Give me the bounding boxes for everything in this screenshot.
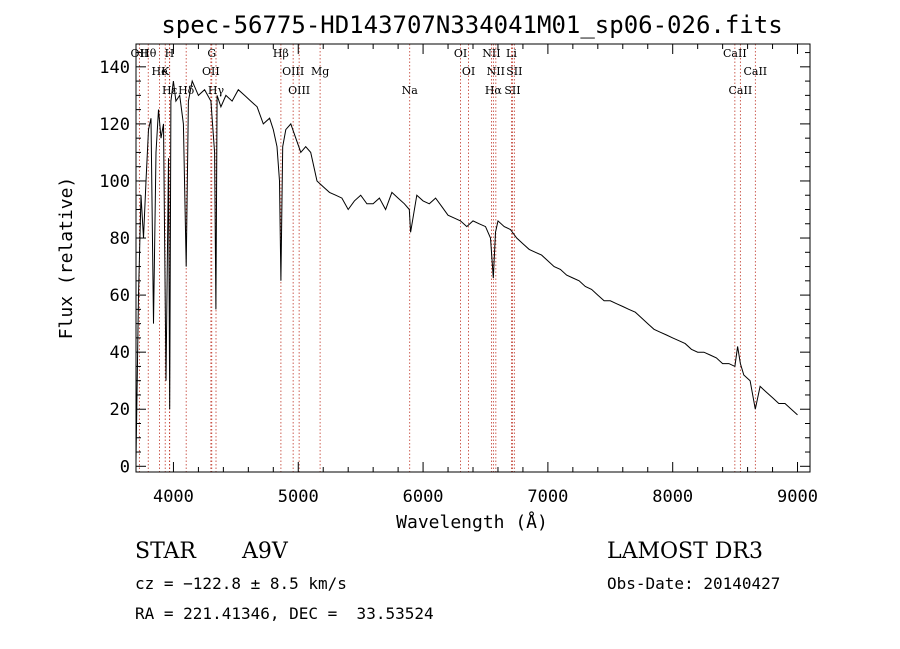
chart-title: spec-56775-HD143707N334041M01_sp06-026.f… — [161, 11, 782, 39]
x-tick-label-5000: 5000 — [278, 487, 319, 507]
line-marker-label-16: OI — [462, 65, 475, 78]
y-tick-label-140: 140 — [99, 58, 130, 78]
y-axis-label: Flux (relative) — [56, 177, 77, 340]
line-marker-label-11: OIII — [288, 84, 310, 97]
x-tick-label-8000: 8000 — [652, 487, 693, 507]
object-subclass: A9V — [242, 539, 288, 564]
line-marker-label-7: OII — [202, 65, 220, 78]
line-marker-label-1: K — [161, 65, 170, 78]
spectrum-line — [135, 79, 798, 461]
line-marker-label-22: SII — [506, 65, 522, 78]
line-markers — [138, 44, 756, 472]
plot-frame — [135, 43, 811, 473]
line-marker-label-25: CaII — [743, 65, 767, 78]
axis-tick-labels: 4000 5000 6000 7000 8000 9000 0 20 40 60 80 100 120 1… — [99, 58, 818, 507]
axis-ticks — [136, 44, 810, 472]
y-tick-label-40: 40 — [110, 343, 130, 363]
line-marker-label-19: NII — [487, 65, 505, 78]
line-marker-label-24: CaII — [723, 47, 747, 60]
line-marker-label-9: G — [207, 47, 216, 60]
line-marker-label-20: SII — [504, 84, 520, 97]
x-tick-label-7000: 7000 — [527, 487, 568, 507]
object-class: STAR — [135, 539, 196, 564]
line-marker-label-6: H — [165, 47, 175, 60]
x-axis-label: Wavelength (Å) — [396, 511, 548, 533]
line-marker-label-21: Li — [506, 47, 517, 60]
y-tick-label-20: 20 — [110, 400, 130, 420]
line-marker-label-3: OII — [131, 47, 149, 60]
line-marker-label-8: Hγ — [208, 84, 225, 97]
line-marker-label-14: Na — [402, 84, 419, 97]
x-tick-label-9000: 9000 — [777, 487, 818, 507]
redshift-cz: cz = −122.8 ± 8.5 km/s — [135, 574, 347, 593]
line-marker-label-12: Hβ — [273, 47, 289, 60]
line-marker-label-13: Mg — [311, 65, 329, 78]
line-marker-label-10: OIII — [282, 65, 304, 78]
line-marker-label-18: NII — [482, 47, 500, 60]
y-tick-label-100: 100 — [99, 172, 130, 192]
line-marker-label-17: Hα — [485, 84, 503, 97]
line-marker-labels: HθKHδOIIHeHεHOIIHγGOIIIOIIIHβMgNaOIOIHαN… — [131, 47, 768, 97]
line-marker-label-2: Hδ — [178, 84, 195, 97]
line-marker-label-15: OI — [454, 47, 467, 60]
y-tick-label-0: 0 — [120, 457, 130, 477]
survey-name: LAMOST DR3 — [607, 539, 763, 564]
observation-date: Obs-Date: 20140427 — [607, 574, 781, 593]
x-tick-label-6000: 6000 — [403, 487, 444, 507]
line-marker-label-23: CaII — [729, 84, 753, 97]
y-tick-label-80: 80 — [110, 229, 130, 249]
x-tick-label-4000: 4000 — [153, 487, 194, 507]
line-marker-label-4: He — [152, 65, 168, 78]
coordinates: RA = 221.41346, DEC = 33.53524 — [135, 604, 434, 623]
line-marker-label-0: Hθ — [140, 47, 157, 60]
y-tick-label-120: 120 — [99, 115, 130, 135]
y-tick-label-60: 60 — [110, 286, 130, 306]
